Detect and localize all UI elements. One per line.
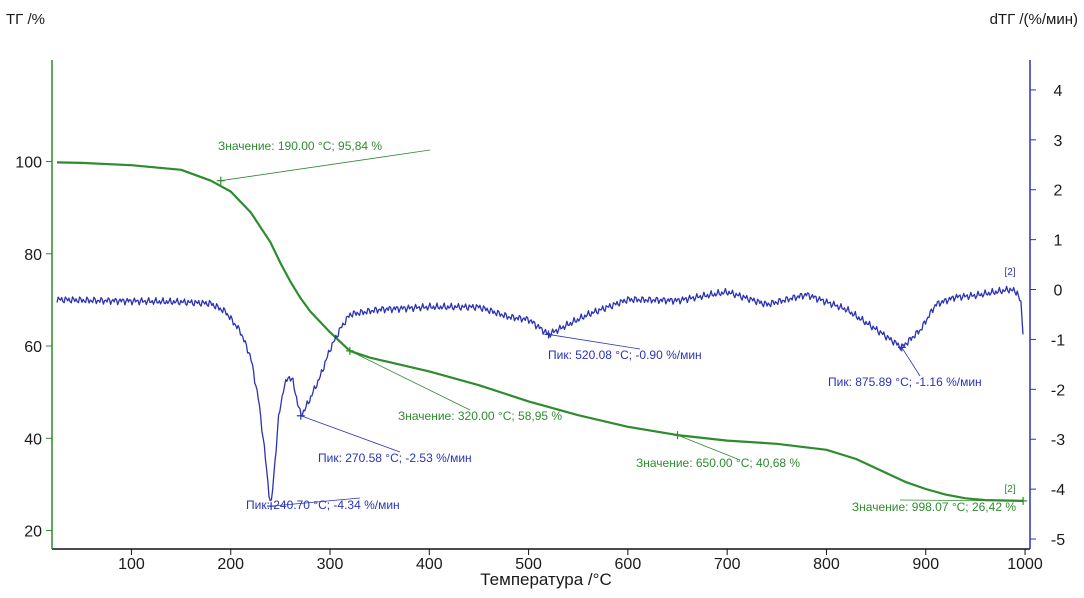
annotation-label: Значение: 998.07 °C; 26,42 % xyxy=(852,500,1016,514)
y-right-tick-label: 1 xyxy=(1054,233,1063,250)
x-tick-label: 900 xyxy=(912,556,939,573)
annotation-label: Пик: 270.58 °C; -2.53 %/мин xyxy=(318,451,472,465)
y-right-tick-label: -2 xyxy=(1051,382,1065,399)
annotation-leader xyxy=(271,497,361,507)
y-left-tick-label: 60 xyxy=(24,339,42,356)
annotation-label: Пик: 875.89 °C; -1.16 %/мин xyxy=(828,375,982,389)
curve-tag: [2] xyxy=(1004,484,1015,495)
annotation-leader xyxy=(349,350,471,411)
x-tick-label: 800 xyxy=(813,556,840,573)
x-tick-label: 700 xyxy=(714,556,741,573)
y-right-tick-label: 0 xyxy=(1054,283,1063,300)
annotation-leader xyxy=(548,334,641,350)
y-right-tick-label: 3 xyxy=(1054,133,1063,150)
y-right-tick-label: 2 xyxy=(1054,183,1063,200)
dtg-curve xyxy=(56,285,1024,502)
y-right-tick-label: 4 xyxy=(1054,83,1063,100)
y-right-tick-label: -5 xyxy=(1051,532,1065,549)
x-axis-title: Температура /°C xyxy=(480,570,611,589)
annotation-label: Значение: 190.00 °C; 95,84 % xyxy=(218,139,382,153)
x-tick-label: 300 xyxy=(317,556,344,573)
curve-tag: [2] xyxy=(1004,267,1015,278)
x-tick-label: 400 xyxy=(416,556,443,573)
annotation-leader xyxy=(901,347,921,377)
y-left-tick-label: 100 xyxy=(15,154,42,171)
annotation-label: Значение: 320.00 °C; 58,95 % xyxy=(398,409,562,423)
y-right-tick-label: -1 xyxy=(1051,332,1065,349)
annotation-label: Пик: 240.70 °C; -4.34 %/мин xyxy=(246,498,400,512)
x-tick-label: 200 xyxy=(217,556,244,573)
annotation-leader xyxy=(220,149,431,182)
x-tick-label: 1000 xyxy=(1007,556,1043,573)
y-left-axis-title: ТГ /% xyxy=(6,11,45,28)
x-tick-label: 100 xyxy=(118,556,145,573)
annotation-leader xyxy=(677,434,741,461)
tg-curve xyxy=(56,161,1024,502)
y-right-axis-title: dТГ /(%/мин) xyxy=(990,11,1078,28)
y-left-tick-label: 20 xyxy=(24,524,42,541)
y-left-tick-label: 40 xyxy=(24,431,42,448)
annotation-leader xyxy=(899,499,1024,502)
y-right-tick-label: -4 xyxy=(1051,482,1065,499)
y-left-tick-label: 80 xyxy=(24,247,42,264)
x-tick-label: 500 xyxy=(515,556,542,573)
annotation-label: Пик: 520.08 °C; -0.90 %/мин xyxy=(548,348,702,362)
x-tick-label: 600 xyxy=(615,556,642,573)
annotation-label: Значение: 650.00 °C; 40,68 % xyxy=(636,456,800,470)
annotation-leader xyxy=(300,415,401,453)
y-right-tick-label: -3 xyxy=(1051,432,1065,449)
